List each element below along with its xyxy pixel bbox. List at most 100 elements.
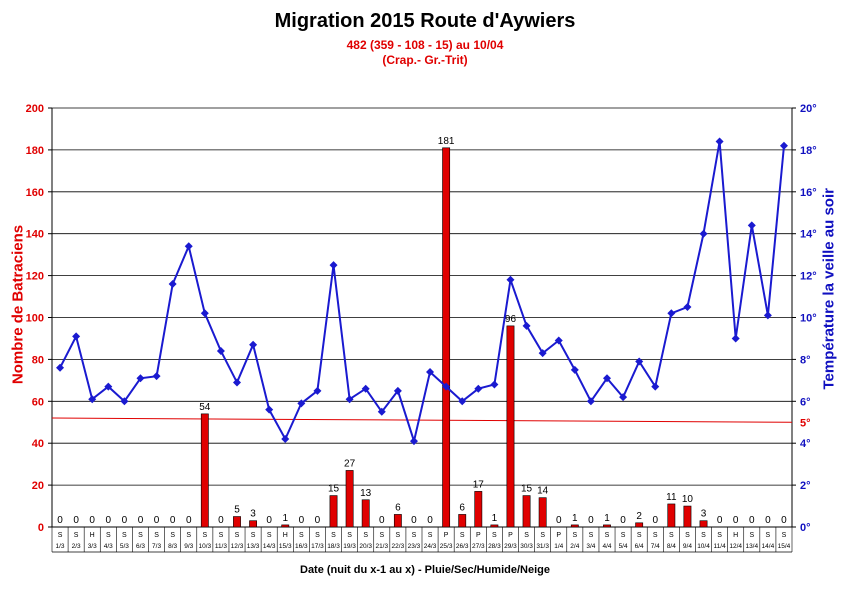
bar-data-label: 0: [765, 515, 771, 526]
bar: [699, 520, 708, 528]
temperature-point: [168, 279, 177, 288]
y-tick-left: 60: [32, 396, 44, 408]
temperature-line: [59, 141, 785, 445]
bar-data-label: 0: [781, 515, 787, 526]
bar-data-label: 0: [73, 515, 79, 526]
weather-label: S: [396, 532, 401, 539]
temperature-point: [361, 384, 370, 393]
bar-data-label: 14: [537, 486, 549, 497]
weather-label: S: [379, 532, 384, 539]
bar-data-label: 1: [492, 513, 498, 524]
bar-data-label: 0: [733, 515, 739, 526]
bar: [233, 516, 241, 528]
date-label: 5/4: [619, 543, 628, 550]
temperature-point: [651, 382, 660, 391]
temperature-point: [120, 397, 129, 406]
temperature-point: [233, 378, 241, 387]
temperature-point: [522, 321, 531, 330]
weather-label: H: [283, 532, 288, 539]
temperature-point: [184, 242, 193, 251]
weather-label: S: [331, 532, 336, 539]
bar: [393, 514, 402, 528]
date-label: 16/3: [295, 543, 308, 550]
weather-label: S: [524, 532, 529, 539]
y-tick-left: 20: [32, 480, 44, 492]
temperature-point: [136, 374, 145, 383]
temperature-point: [265, 405, 274, 414]
bar-data-label: 0: [154, 515, 160, 526]
bar-data-label: 13: [360, 488, 372, 499]
bar-data-label: 96: [505, 314, 517, 325]
bar: [635, 522, 644, 528]
date-label: 15/4: [778, 543, 791, 550]
bar-data-label: 6: [395, 502, 401, 513]
weather-label: S: [621, 532, 626, 539]
temperature-point: [249, 340, 258, 349]
temperature-point: [345, 395, 354, 404]
date-label: 7/4: [651, 543, 660, 550]
date-label: 7/3: [152, 543, 161, 550]
bar: [522, 495, 531, 528]
temperature-point: [329, 261, 338, 270]
date-label: 13/3: [247, 543, 260, 550]
weather-label: S: [58, 532, 63, 539]
weather-label: S: [669, 532, 674, 539]
y-tick-left: 100: [26, 313, 44, 325]
date-label: 22/3: [392, 543, 405, 550]
y-tick-left: 120: [26, 271, 44, 283]
temperature-point: [393, 386, 402, 395]
temperature-point: [104, 382, 113, 391]
y-tick-right: 18°: [800, 145, 817, 157]
bar-data-label: 0: [315, 515, 321, 526]
weather-label: S: [782, 532, 787, 539]
bar-data-label: 0: [138, 515, 144, 526]
date-label: 1/4: [554, 543, 563, 550]
y-tick-left: 140: [26, 229, 44, 241]
bar-data-label: 17: [473, 479, 485, 490]
date-label: 2/4: [570, 543, 579, 550]
y-tick-left: 200: [26, 103, 44, 115]
date-label: 20/3: [359, 543, 372, 550]
y-tick-left: 160: [26, 187, 44, 199]
bar: [538, 497, 547, 528]
bar: [667, 503, 676, 528]
date-label: 5/3: [120, 543, 129, 550]
date-label: 13/4: [745, 543, 758, 550]
chart-subtitle-counts: 482 (359 - 108 - 15) au 10/04: [346, 38, 504, 52]
date-label: 9/3: [184, 543, 193, 550]
bar-data-label: 0: [299, 515, 305, 526]
temperature-point: [586, 397, 595, 406]
date-label: 3/3: [88, 543, 97, 550]
bar: [345, 470, 354, 528]
weather-label: S: [653, 532, 658, 539]
y-tick-right: 10°: [800, 313, 817, 325]
weather-label: S: [589, 532, 594, 539]
y-tick-right: 0°: [800, 522, 811, 534]
temperature-point: [426, 367, 435, 376]
weather-label: P: [508, 532, 513, 539]
weather-label: S: [106, 532, 111, 539]
y-tick-right: 20°: [800, 103, 817, 115]
date-label: 9/4: [683, 543, 692, 550]
weather-label: S: [170, 532, 175, 539]
threshold-line: [51, 417, 793, 423]
weather-label: S: [637, 532, 642, 539]
temperature-point: [538, 349, 547, 358]
bar-data-label: 11: [666, 492, 677, 503]
date-label: 2/3: [72, 543, 81, 550]
bar-data-label: 0: [556, 515, 562, 526]
bar-data-label: 2: [636, 511, 642, 522]
weather-label: S: [363, 532, 368, 539]
bar-data-label: 3: [250, 509, 256, 520]
weather-label: S: [219, 532, 224, 539]
weather-label: P: [476, 532, 481, 539]
weather-label: S: [766, 532, 771, 539]
bar: [200, 413, 209, 528]
date-label: 12/4: [729, 543, 742, 550]
bar-data-label: 6: [459, 502, 465, 513]
bar-data-label: 0: [717, 515, 723, 526]
weather-label: S: [315, 532, 320, 539]
x-axis-label: Date (nuit du x-1 au x) - Pluie/Sec/Humi…: [300, 564, 550, 576]
date-label: 18/3: [327, 543, 340, 550]
temperature-point: [313, 386, 322, 395]
